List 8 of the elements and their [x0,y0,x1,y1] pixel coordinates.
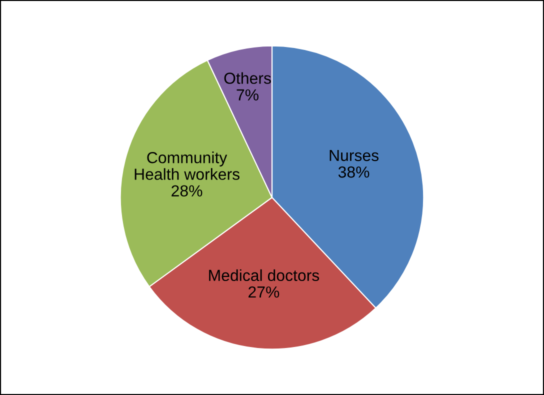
data-label: 28% [172,185,202,197]
slice-label: Nurses [330,150,379,162]
slice-label: Medical doctors [209,269,320,282]
slice-label: Others [224,72,271,84]
data-label: 27% [248,286,280,298]
slice-label: Community Health workers [134,152,240,180]
data-label: 38% [338,166,370,178]
data-label: 7% [236,89,258,100]
